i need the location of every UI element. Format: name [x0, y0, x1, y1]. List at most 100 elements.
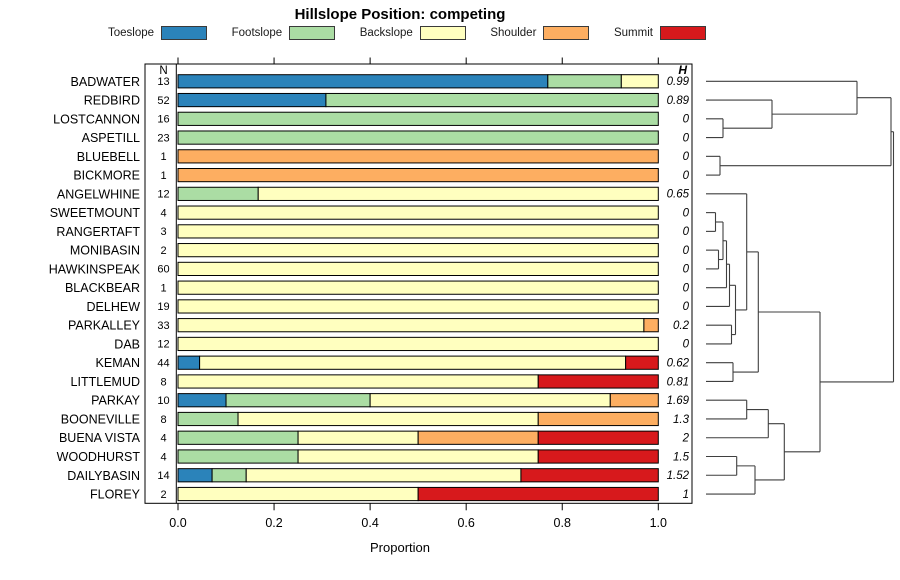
x-tick-label: 0.0 — [169, 516, 186, 530]
row-label: BLACKBEAR — [65, 281, 140, 295]
row-label: BADWATER — [71, 75, 140, 89]
n-value: 8 — [160, 414, 166, 426]
x-axis-title: Proportion — [370, 540, 430, 555]
bar-segment-backslope — [297, 430, 419, 445]
n-value: 14 — [157, 470, 169, 482]
legend-label: Toeslope — [108, 27, 155, 39]
row-label: ANGELWHINE — [57, 187, 140, 201]
bar-segment-backslope — [177, 243, 659, 258]
row-label: FLOREY — [90, 488, 141, 502]
bar-segment-summit — [537, 374, 659, 389]
n-value: 3 — [160, 226, 166, 238]
x-tick-label: 0.2 — [265, 516, 282, 530]
legend-swatch — [543, 26, 590, 40]
bar-segment-backslope — [369, 393, 611, 408]
n-value: 1 — [160, 151, 166, 163]
bar-segment-shoulder — [177, 168, 659, 183]
row-label: BLUEBELL — [77, 150, 140, 164]
row-label: BOONEVILLE — [61, 412, 140, 426]
h-value: 0.89 — [667, 95, 690, 107]
bar-segment-summit — [537, 430, 659, 445]
n-value: 33 — [157, 320, 169, 332]
bar-segment-footslope — [325, 92, 659, 108]
bar-segment-shoulder — [609, 393, 659, 408]
legend-swatch — [419, 26, 466, 40]
legend-item-summit: Summit — [614, 26, 706, 40]
bar-segment-footslope — [547, 74, 622, 89]
legend-label: Shoulder — [490, 27, 537, 39]
h-value: 1.52 — [667, 470, 690, 482]
h-value: 0 — [683, 226, 690, 238]
h-value: 0.62 — [667, 358, 690, 370]
bar-segment-footslope — [177, 130, 659, 145]
h-value: 0 — [683, 245, 690, 257]
h-value: 0 — [683, 264, 690, 276]
row-label: WOODHURST — [57, 450, 141, 464]
h-value: 0 — [683, 339, 690, 351]
n-value: 23 — [157, 132, 169, 144]
n-value: 52 — [157, 95, 169, 107]
h-value: 1 — [683, 489, 689, 501]
n-value: 13 — [157, 76, 169, 88]
bar-segment-footslope — [177, 186, 259, 201]
h-value: 0 — [683, 132, 690, 144]
x-tick-label: 0.4 — [361, 516, 378, 530]
row-label: MONIBASIN — [70, 244, 140, 258]
h-value: 0.81 — [667, 376, 689, 388]
bar-segment-backslope — [620, 74, 659, 89]
bar-segment-summit — [417, 486, 659, 502]
n-value: 44 — [157, 358, 169, 370]
row-label: PARKAY — [91, 394, 141, 408]
legend-swatch — [289, 26, 336, 40]
h-value: 2 — [682, 433, 690, 445]
legend-label: Backslope — [359, 27, 413, 39]
row-label: DAILYBASIN — [67, 469, 140, 483]
bar-segment-shoulder — [417, 430, 539, 445]
x-tick-label: 0.8 — [554, 516, 571, 530]
n-value: 2 — [160, 245, 166, 257]
legend-label: Footslope — [231, 27, 283, 39]
chart-title: Hillslope Position: competing — [294, 6, 506, 23]
bar-segment-backslope — [177, 224, 659, 239]
bar-segment-backslope — [257, 186, 659, 201]
h-value: 0 — [683, 170, 690, 182]
n-value: 4 — [160, 207, 166, 219]
h-value: 0 — [683, 207, 690, 219]
bar-segment-toeslope — [177, 355, 201, 370]
legend-swatch — [659, 26, 706, 40]
bar-segment-footslope — [177, 411, 239, 427]
n-value: 60 — [157, 264, 169, 276]
bar-segment-footslope — [177, 449, 299, 464]
bar-segment-summit — [520, 468, 659, 483]
bar-segment-backslope — [177, 318, 645, 333]
h-value: 0 — [683, 282, 690, 294]
h-value: 0 — [683, 114, 690, 126]
row-label: REDBIRD — [84, 94, 140, 108]
bar-segment-backslope — [297, 449, 539, 464]
row-label: RANGERTAFT — [56, 225, 140, 239]
bar-segment-backslope — [177, 374, 539, 389]
h-value: 1.5 — [673, 451, 690, 463]
bar-segment-backslope — [177, 486, 419, 502]
bar-segment-backslope — [177, 336, 659, 352]
bar-segment-toeslope — [177, 92, 327, 108]
legend-item-backslope: Backslope — [360, 26, 466, 40]
h-value: 0.65 — [667, 189, 690, 201]
bar-segment-footslope — [177, 111, 659, 126]
bar-segment-toeslope — [177, 468, 213, 483]
n-value: 4 — [160, 451, 166, 463]
bar-segment-shoulder — [643, 318, 659, 333]
h-value: 0.99 — [667, 76, 690, 88]
n-value: 2 — [160, 489, 166, 501]
bar-segment-footslope — [211, 468, 247, 483]
n-value: 12 — [157, 189, 169, 201]
legend-swatch — [161, 26, 208, 40]
row-label: HAWKINSPEAK — [49, 262, 141, 276]
n-value: 1 — [160, 282, 166, 294]
row-label: LITTLEMUD — [71, 375, 140, 389]
bar-segment-footslope — [177, 430, 299, 445]
bar-segment-shoulder — [537, 411, 659, 427]
bar-segment-footslope — [225, 393, 371, 408]
bar-segment-summit — [537, 449, 659, 464]
